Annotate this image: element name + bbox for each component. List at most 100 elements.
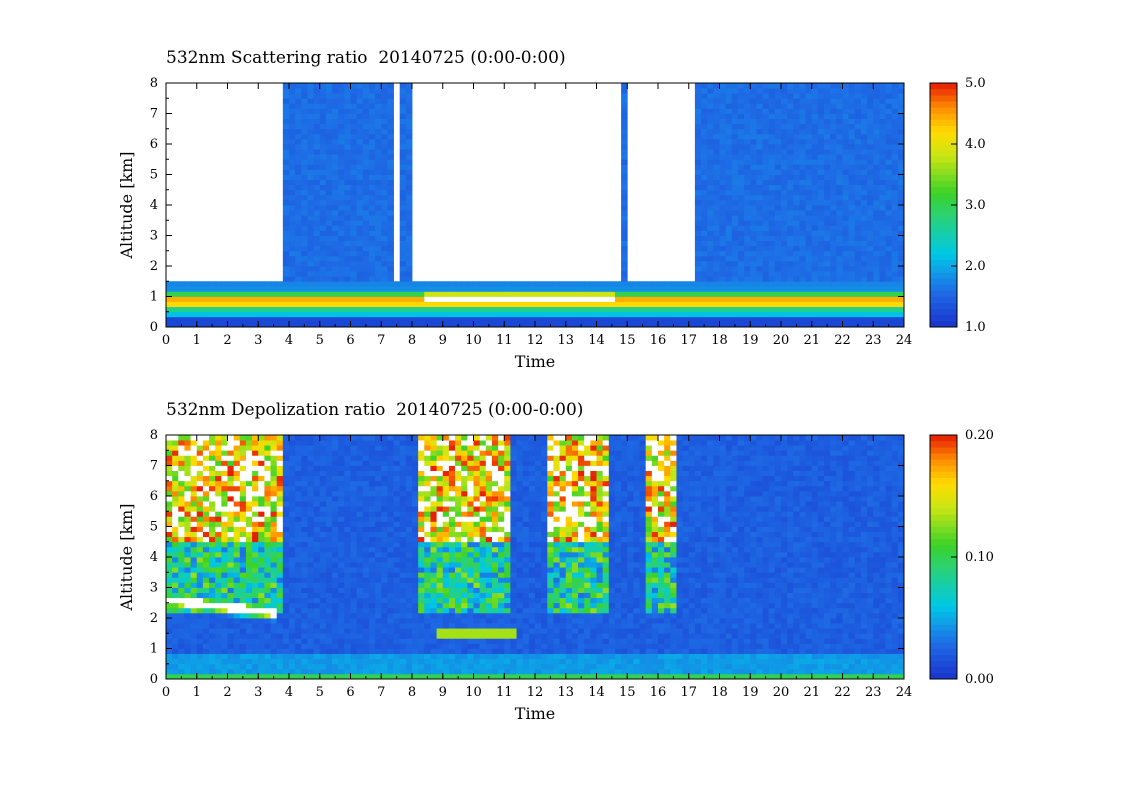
heatmap-cell [356,526,364,532]
heatmap-cell [867,93,874,99]
heatmap-cell [805,286,813,292]
heatmap-cell [381,240,388,247]
heatmap-cell [289,230,296,236]
heatmap-cell [196,663,204,670]
heatmap-cell [245,582,253,588]
heatmap-cell [725,118,733,125]
heatmap-cell [744,154,751,160]
heatmap-cell [350,311,358,318]
heatmap-cell [387,562,394,568]
heatmap-cell [276,633,284,639]
heatmap-cell [344,531,351,538]
heatmap-cell [399,108,407,114]
heatmap-cell [781,113,788,119]
heatmap-cell [350,521,358,527]
heatmap-cell [307,189,314,196]
heatmap-cell [621,194,628,201]
heatmap-cell [399,189,407,196]
heatmap-cell [799,128,806,135]
heatmap-cell [166,607,173,614]
heatmap-cell [787,306,794,313]
heatmap-cell [860,103,868,109]
heatmap-cell [313,475,321,482]
heatmap-cell [387,220,394,226]
heatmap-cell [713,311,720,318]
heatmap-cell [350,592,358,599]
heatmap-cell [768,286,776,292]
heatmap-cell [264,618,271,624]
heatmap-cell [387,133,394,140]
heatmap-cell [817,291,825,297]
heatmap-cell [830,174,837,180]
heatmap-cell [362,633,370,639]
heatmap-cell [202,597,210,604]
heatmap-cell [713,286,720,292]
heatmap-cell [325,128,333,135]
heatmap-cell [701,113,708,119]
heatmap-cell [282,321,290,328]
heatmap-cell [584,281,591,287]
heatmap-cell [362,648,370,654]
heatmap-cell [325,541,333,548]
heatmap-cell [196,281,204,287]
heatmap-cell [184,618,191,624]
heatmap-cell [639,306,647,313]
heatmap-cell [258,286,265,292]
heatmap-cell [295,83,302,89]
heatmap-cell [227,658,235,665]
heatmap-cell [227,321,235,328]
heatmap-cell [362,138,370,145]
heatmap-cell [885,189,893,196]
heatmap-cell [756,225,763,231]
heatmap-cell [811,286,819,292]
heatmap-cell [719,144,727,150]
heatmap-cell [387,144,394,150]
heatmap-cell [264,587,271,593]
heatmap-cell [897,291,905,297]
heatmap-cell [276,445,284,451]
heatmap-cell [202,440,210,446]
heatmap-cell [737,306,745,313]
heatmap-cell [436,301,444,308]
heatmap-cell [301,435,308,441]
heatmap-cell [781,255,788,262]
heatmap-cell [362,521,370,527]
heatmap-cell [375,169,382,175]
heatmap-cell [282,199,290,206]
heatmap-cell [891,215,899,221]
heatmap-cell [344,189,351,196]
heatmap-cell [319,245,327,252]
heatmap-cell [301,623,308,629]
heatmap-cell [811,184,819,191]
heatmap-cell [245,455,253,461]
heatmap-cell [891,321,899,328]
heatmap-cell [245,628,253,634]
heatmap-cell [362,98,370,104]
heatmap-cell [387,496,394,502]
heatmap-cell [805,169,813,175]
heatmap-cell [325,113,333,119]
heatmap-cell [375,144,382,150]
heatmap-cell [239,526,247,532]
heatmap-cell [313,567,321,573]
heatmap-cell [744,316,751,323]
heatmap-cell [756,291,763,297]
heatmap-cell [215,541,222,548]
heatmap-cell [713,281,720,287]
heatmap-cell [430,311,437,318]
heatmap-cell [375,435,382,441]
heatmap-cell [350,531,358,538]
heatmap-cell [319,189,327,196]
heatmap-cell [455,291,462,297]
heatmap-cell [350,638,358,644]
heatmap-cell [209,496,216,502]
heatmap-cell [836,83,843,89]
heatmap-cell [399,321,407,328]
heatmap-cell [178,638,185,644]
heatmap-cell [362,612,370,619]
heatmap-cell [848,113,856,119]
heatmap-cell [873,138,880,145]
heatmap-cell [350,123,358,130]
heatmap-cell [276,501,284,507]
heatmap-cell [731,88,739,94]
